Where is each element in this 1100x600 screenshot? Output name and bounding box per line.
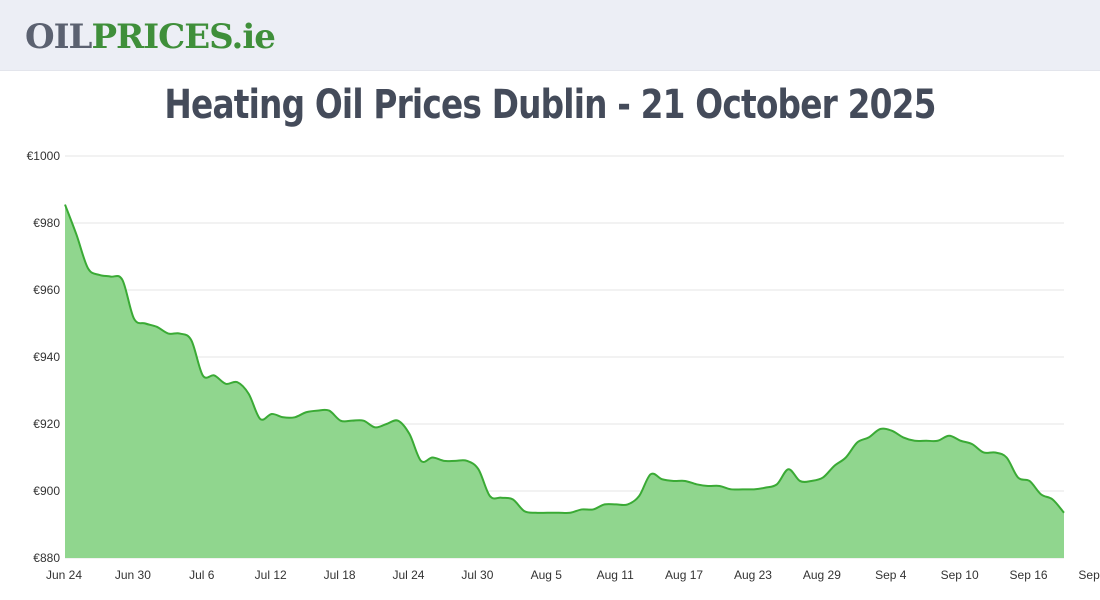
x-tick-label: Aug 29	[803, 568, 841, 582]
x-tick-label: Jul 30	[461, 568, 493, 582]
x-tick-label: Aug 17	[665, 568, 703, 582]
x-tick-label: Jun 24	[46, 568, 82, 582]
x-tick-label: Sep 10	[941, 568, 979, 582]
x-tick-label: Jul 24	[392, 568, 424, 582]
x-axis: Jun 24 Jun 30 Jul 6 Jul 12 Jul 18 Jul 24 Jul 3…	[46, 568, 1100, 582]
price-area-chart: €880€900€920€940€960€980€1000 Jun 24 Jun …	[27, 149, 1100, 582]
price-area	[64, 204, 1065, 558]
area-fill	[65, 204, 1064, 558]
y-tick-label: €1000	[27, 149, 61, 163]
y-tick-label: €960	[33, 283, 60, 297]
x-tick-label: Jul 18	[324, 568, 356, 582]
y-tick-label: €920	[33, 417, 60, 431]
site-logo[interactable]: OILPRICES.ie	[25, 14, 276, 60]
x-tick-label: Aug 5	[531, 568, 563, 582]
x-tick-label: Jul 12	[255, 568, 287, 582]
x-tick-label: Sep 22	[1078, 568, 1100, 582]
x-tick-label: Jul 6	[189, 568, 215, 582]
y-tick-label: €980	[33, 216, 60, 230]
y-tick-label: €940	[33, 350, 60, 364]
x-tick-label: Jun 30	[115, 568, 151, 582]
logo-prices-text: PRICES	[91, 17, 232, 57]
x-tick-label: Sep 16	[1010, 568, 1048, 582]
y-tick-label: €900	[33, 484, 60, 498]
logo-oil-text: OIL	[25, 17, 92, 57]
site-header: OILPRICES.ie	[0, 0, 1100, 71]
page-title: Heating Oil Prices Dublin - 21 October 2…	[164, 82, 936, 128]
logo-ie-text: .ie	[231, 17, 275, 57]
x-tick-label: Aug 11	[597, 568, 634, 582]
x-tick-label: Sep 4	[875, 568, 907, 582]
series-line	[64, 204, 1065, 515]
y-axis: €880 €900 €920 €940 €960 €980 €1000	[27, 149, 61, 565]
x-tick-label: Aug 23	[734, 568, 772, 582]
y-tick-label: €880	[33, 551, 60, 565]
